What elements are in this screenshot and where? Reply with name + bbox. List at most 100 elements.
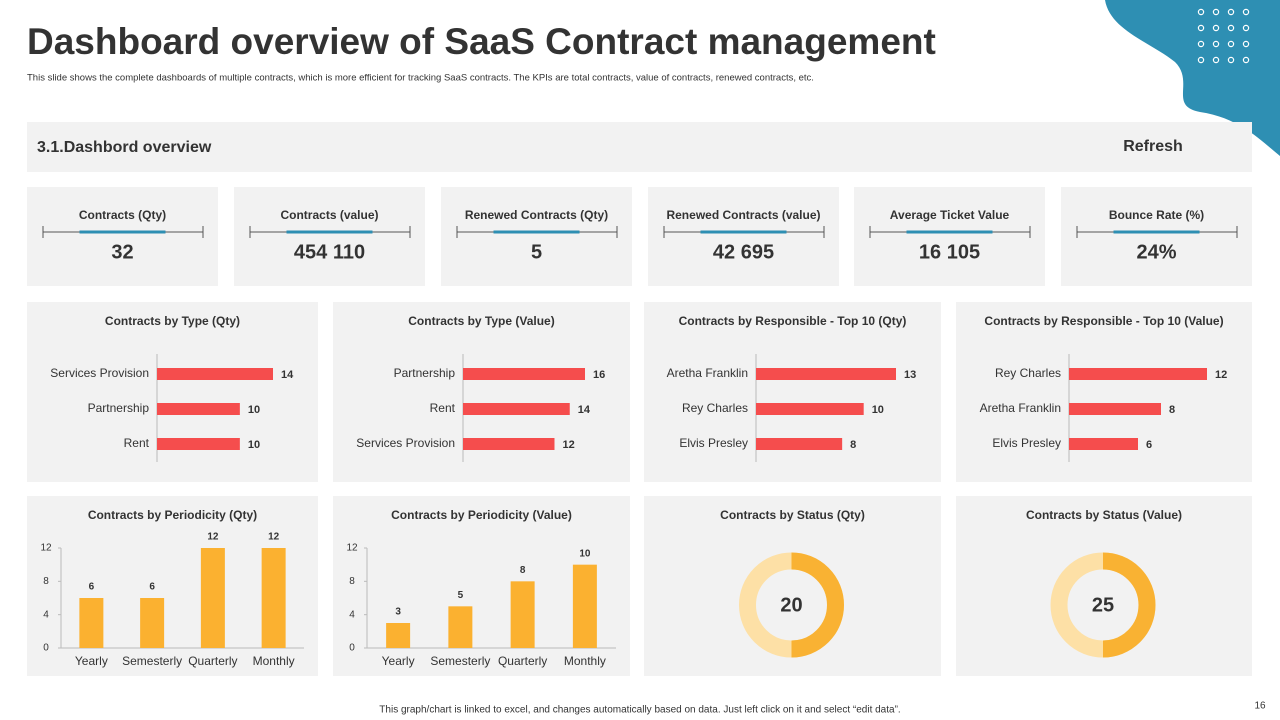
category-label: Rey Charles <box>995 366 1061 380</box>
bar <box>463 438 555 450</box>
refresh-button[interactable]: Refresh <box>1123 138 1183 155</box>
dot <box>1227 40 1235 48</box>
slide-title: Dashboard overview of SaaS Contract mana… <box>27 21 936 62</box>
bar <box>157 438 240 450</box>
chart-title: Contracts by Periodicity (Qty) <box>88 508 257 522</box>
donut-center-value: 25 <box>1092 594 1114 616</box>
corner-decoration <box>1105 0 1280 156</box>
value-label: 5 <box>458 590 464 601</box>
category-label: Rent <box>124 436 150 450</box>
bar <box>756 438 843 450</box>
dot <box>1212 56 1220 64</box>
value-label: 10 <box>248 404 260 416</box>
value-label: 14 <box>578 404 591 416</box>
kpi-value: 16 105 <box>919 241 980 263</box>
chart-title: Contracts by Periodicity (Value) <box>391 508 572 522</box>
category-label: Aretha Franklin <box>980 401 1061 415</box>
page-number: 16 <box>1254 701 1266 712</box>
donut-arc <box>1102 552 1156 658</box>
category-label: Services Provision <box>50 366 149 380</box>
bar <box>261 548 286 648</box>
kpi-label: Average Ticket Value <box>890 208 1010 222</box>
kpi-label: Bounce Rate (%) <box>1109 208 1204 222</box>
x-tick-label: Yearly <box>75 654 108 668</box>
bar <box>463 368 585 380</box>
kpi-value: 5 <box>531 241 542 263</box>
category-label: Rey Charles <box>682 401 748 415</box>
chart-title: Contracts by Responsible - Top 10 (Qty) <box>679 314 907 328</box>
category-label: Aretha Franklin <box>667 366 748 380</box>
dot <box>1212 8 1220 16</box>
dot <box>1197 24 1205 32</box>
value-label: 12 <box>1215 369 1227 381</box>
dot <box>1197 8 1205 16</box>
bar <box>200 548 225 648</box>
category-label: Partnership <box>394 366 456 380</box>
chart-title: Contracts by Status (Qty) <box>720 508 865 522</box>
value-label: 6 <box>149 582 155 593</box>
bar <box>756 403 864 415</box>
y-tick-label: 0 <box>349 643 355 654</box>
bar <box>79 598 104 648</box>
y-tick-label: 0 <box>43 643 49 654</box>
kpi-card <box>441 187 632 286</box>
bar <box>448 606 473 648</box>
kpi-label: Renewed Contracts (Qty) <box>465 208 608 222</box>
kpi-value: 32 <box>111 241 133 263</box>
kpi-card <box>854 187 1045 286</box>
y-tick-label: 12 <box>40 543 52 554</box>
kpi-card <box>648 187 839 286</box>
dot-pattern <box>1197 8 1250 64</box>
bar <box>140 598 165 648</box>
value-label: 16 <box>593 369 605 381</box>
kpi-value: 42 695 <box>713 241 774 263</box>
chart-card <box>644 302 941 482</box>
y-tick-label: 8 <box>43 576 49 587</box>
y-tick-label: 4 <box>349 609 355 620</box>
bar <box>1069 403 1161 415</box>
bar <box>1069 368 1207 380</box>
donut-arc <box>791 552 844 658</box>
kpi-card <box>27 187 218 286</box>
bar <box>572 564 597 648</box>
dot <box>1197 56 1205 64</box>
x-tick-label: Monthly <box>564 654 606 668</box>
value-label: 6 <box>89 582 95 593</box>
dot <box>1242 40 1250 48</box>
kpi-card <box>234 187 425 286</box>
footer-note: This graph/chart is linked to excel, and… <box>379 705 900 716</box>
y-tick-label: 4 <box>43 609 49 620</box>
dot <box>1227 8 1235 16</box>
value-label: 8 <box>520 565 526 576</box>
value-label: 8 <box>1169 404 1175 416</box>
chart-title: Contracts by Status (Value) <box>1026 508 1182 522</box>
bar <box>157 403 240 415</box>
value-label: 12 <box>268 532 280 543</box>
slide-subtitle: This slide shows the complete dashboards… <box>27 73 814 84</box>
x-tick-label: Quarterly <box>188 654 237 668</box>
bar <box>756 368 896 380</box>
value-label: 6 <box>1146 439 1152 451</box>
value-label: 10 <box>579 548 591 559</box>
section-bar <box>27 122 1252 172</box>
bar <box>463 403 570 415</box>
dot <box>1242 24 1250 32</box>
chart-card <box>333 302 630 482</box>
x-tick-label: Semesterly <box>430 654 490 668</box>
bar <box>157 368 273 380</box>
bar <box>386 623 411 648</box>
x-tick-label: Monthly <box>253 654 295 668</box>
y-tick-label: 12 <box>346 543 358 554</box>
kpi-value: 454 110 <box>294 241 365 263</box>
category-label: Rent <box>430 401 456 415</box>
donut-center-value: 20 <box>780 594 802 616</box>
dot <box>1227 56 1235 64</box>
kpi-label: Renewed Contracts (value) <box>666 208 820 222</box>
value-label: 8 <box>850 439 856 451</box>
value-label: 3 <box>395 607 401 618</box>
value-label: 13 <box>904 369 916 381</box>
dot <box>1227 24 1235 32</box>
value-label: 12 <box>563 439 575 451</box>
category-label: Elvis Presley <box>992 436 1061 450</box>
